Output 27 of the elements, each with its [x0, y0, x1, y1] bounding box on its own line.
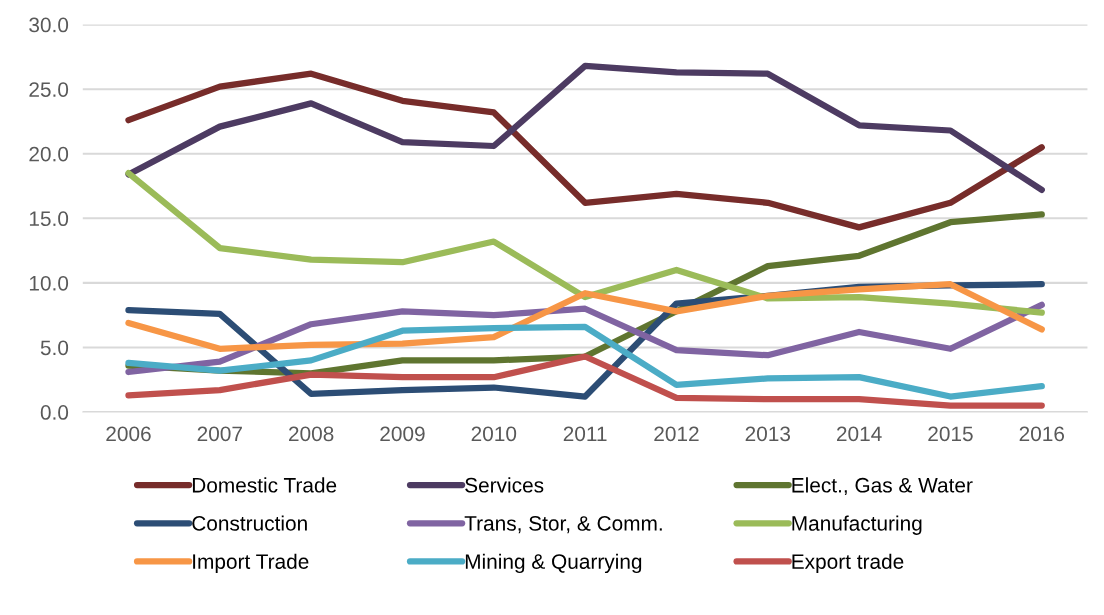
- legend-label: Domestic Trade: [192, 477, 337, 493]
- x-tick-label: 2014: [836, 426, 882, 442]
- x-tick-label: 2010: [471, 426, 517, 442]
- legend-label: Export trade: [792, 553, 904, 574]
- y-tick-label: 5.0: [40, 340, 69, 356]
- legend-label: Import Trade: [193, 553, 309, 574]
- x-tick-label: 2013: [745, 426, 791, 442]
- y-tick-label: 10.0: [29, 275, 69, 291]
- x-tick-label: 2015: [928, 426, 973, 442]
- x-tick-label: 2009: [380, 426, 425, 442]
- x-tick-label: 2006: [106, 426, 151, 442]
- legend-label: Elect., Gas & Water: [792, 477, 973, 496]
- y-tick-label: 15.0: [29, 211, 69, 227]
- legend-label: Manufacturing: [792, 515, 922, 535]
- y-tick-label: 20.0: [29, 146, 69, 162]
- y-tick-label: 25.0: [29, 82, 69, 97]
- y-tick-label: 0.0: [40, 405, 69, 420]
- x-tick-label: 2011: [563, 426, 607, 442]
- legend-label: Services: [465, 477, 544, 493]
- legend-label: Mining & Quarrying: [465, 553, 642, 574]
- x-tick-label: 2012: [654, 426, 699, 442]
- legend-label: Trans, Stor, & Comm.: [464, 516, 662, 534]
- x-tick-label: 2008: [289, 426, 334, 442]
- y-tick-label: 30.0: [29, 17, 69, 33]
- x-tick-label: 2007: [197, 426, 242, 442]
- x-tick-label: 2016: [1019, 426, 1065, 442]
- legend-label: Construction: [192, 515, 307, 531]
